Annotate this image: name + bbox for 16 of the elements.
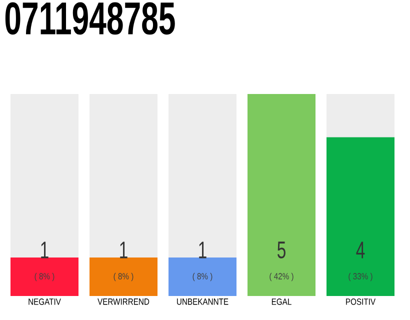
- data-label: ( 42% ): [270, 272, 294, 282]
- x-tick-label: NEGATIV: [28, 298, 61, 305]
- annotation: 1: [120, 242, 128, 258]
- annotation: 1: [41, 242, 48, 258]
- data-label: ( 8% ): [114, 272, 134, 282]
- data-label: ( 33% ): [348, 272, 372, 282]
- annotation: 4: [356, 242, 365, 258]
- chart-title: 0711948785: [5, 2, 175, 35]
- annotation: 1: [199, 242, 206, 258]
- x-tick-label: UNBEKANNTE: [177, 298, 228, 305]
- x-tick-label: POSITIV: [346, 298, 376, 305]
- data-label: ( 8% ): [34, 272, 54, 282]
- annotation: 5: [278, 242, 286, 258]
- x-tick-label: VERWIRREND: [98, 298, 150, 305]
- data-label: ( 8% ): [192, 272, 212, 282]
- x-tick-label: EGAL: [272, 298, 292, 305]
